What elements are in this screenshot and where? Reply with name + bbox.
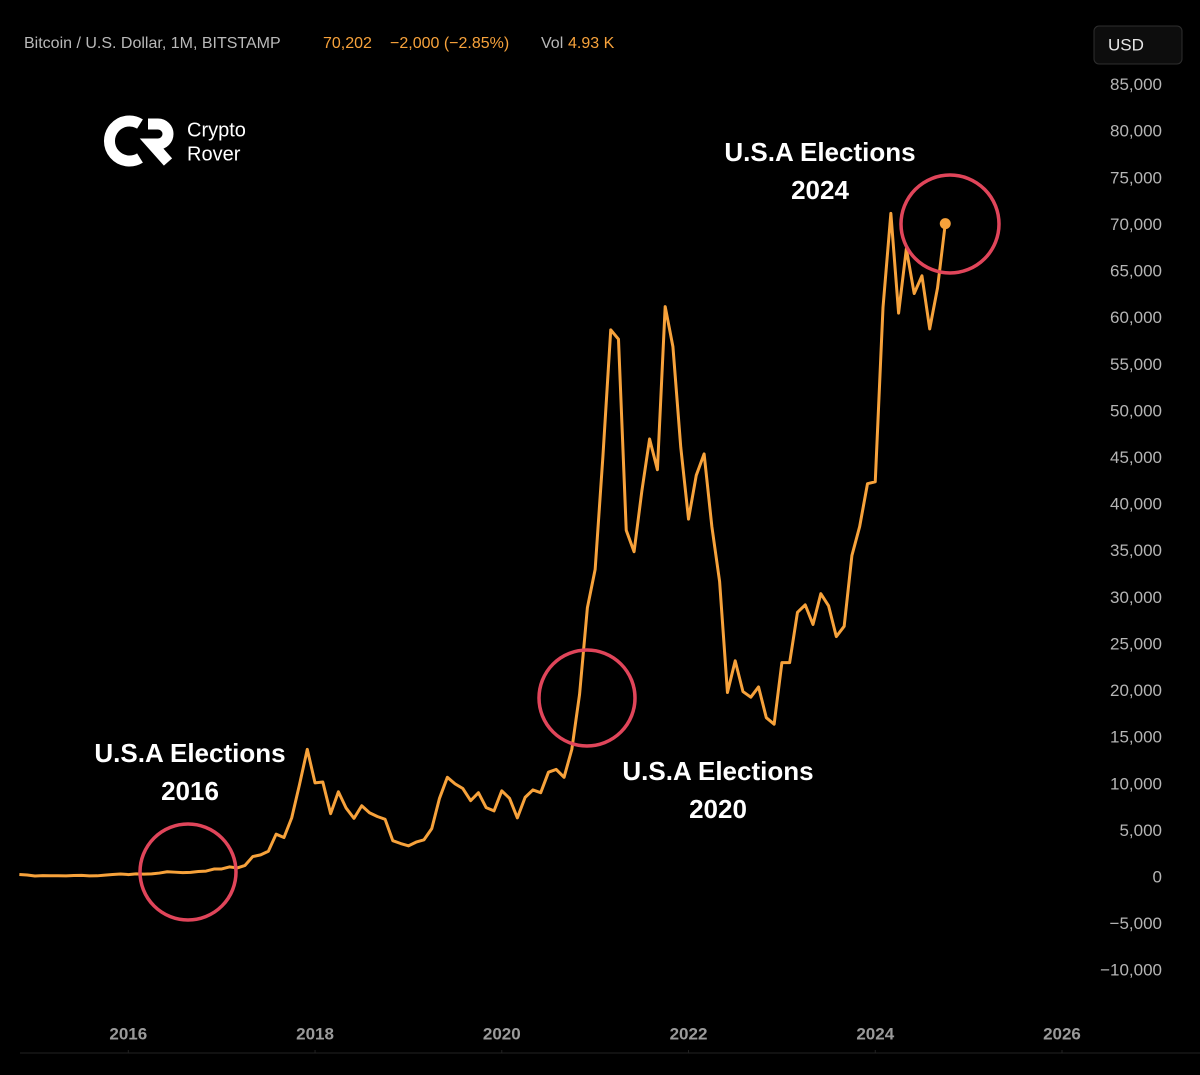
y-tick-label: 40,000 (1110, 495, 1162, 514)
y-tick-label: −5,000 (1110, 914, 1162, 933)
annotation-circle (537, 648, 637, 748)
y-tick-label: 25,000 (1110, 634, 1162, 653)
symbol: Bitcoin / U.S. Dollar, 1M, BITSTAMP (24, 35, 281, 52)
y-tick-label: 10,000 (1110, 774, 1162, 793)
y-tick-label: 85,000 (1110, 75, 1162, 94)
y-tick-label: 75,000 (1110, 168, 1162, 187)
y-tick-label: 30,000 (1110, 588, 1162, 607)
logo-text: Rover (187, 143, 241, 165)
x-tick-label: 2020 (483, 1024, 521, 1043)
last-price: 70,202 (323, 35, 372, 52)
x-tick-label: 2024 (856, 1024, 894, 1043)
y-tick-label: 60,000 (1110, 308, 1162, 327)
x-tick-label: 2018 (296, 1024, 334, 1043)
x-tick-label: 2016 (109, 1024, 147, 1043)
y-tick-label: 50,000 (1110, 401, 1162, 420)
price-change: −2,000 (−2.85%) (390, 35, 509, 52)
currency-button[interactable] (1093, 25, 1183, 65)
y-tick-label: 5,000 (1119, 821, 1162, 840)
annotation-text: U.S.A Elections (622, 756, 813, 786)
annotation-text: U.S.A Elections (724, 137, 915, 167)
logo-text: Crypto (187, 119, 246, 141)
y-tick-label: 35,000 (1110, 541, 1162, 560)
logo-c (104, 115, 143, 167)
volume: 4.93 K (568, 35, 615, 52)
annotation-circle (899, 173, 1001, 275)
x-tick-label: 2026 (1043, 1024, 1081, 1043)
x-tick-label: 2022 (670, 1024, 708, 1043)
last-point (939, 218, 951, 230)
annotation-text: 2016 (161, 776, 219, 806)
annotation-circle (138, 822, 238, 922)
y-tick-label: 15,000 (1110, 728, 1162, 747)
y-tick-label: 70,000 (1110, 215, 1162, 234)
price-line (19, 211, 947, 878)
annotation-text: 2024 (791, 175, 849, 205)
logo: Crypto Rover (104, 115, 246, 167)
y-tick-label: 55,000 (1110, 355, 1162, 374)
logo-r (139, 118, 174, 166)
annotation-text: 2020 (689, 794, 747, 824)
y-tick-label: −10,000 (1100, 961, 1162, 980)
y-tick-label: 65,000 (1110, 262, 1162, 281)
y-tick-label: 0 (1153, 867, 1162, 886)
y-tick-label: 20,000 (1110, 681, 1162, 700)
currency-button-label[interactable]: USD (1108, 35, 1144, 54)
y-tick-label: 80,000 (1110, 122, 1162, 141)
y-tick-label: 45,000 (1110, 448, 1162, 467)
volume-label: Vol (541, 35, 563, 52)
annotation-text: U.S.A Elections (94, 738, 285, 768)
